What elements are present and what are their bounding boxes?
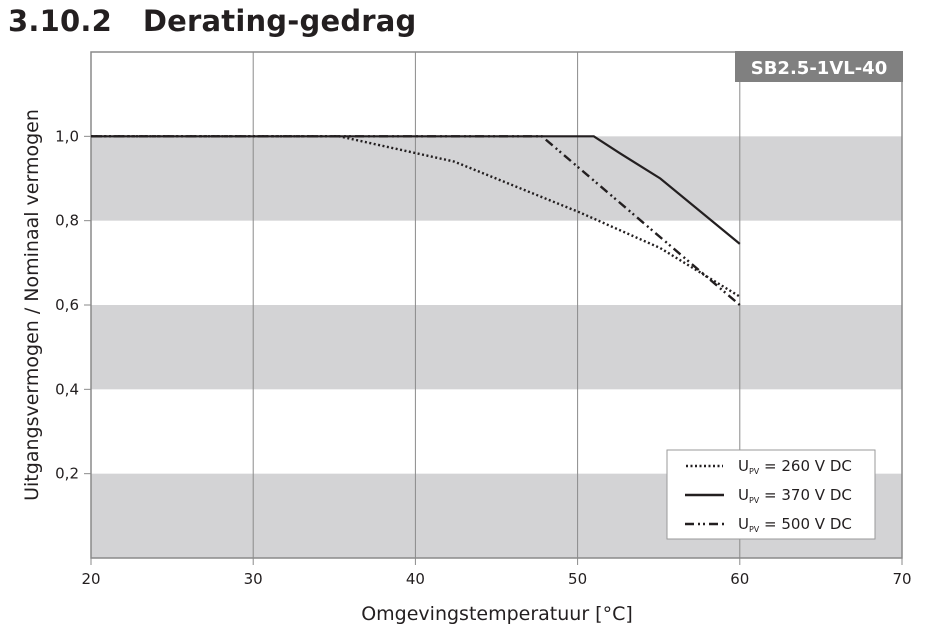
svg-text:UPV = 500 V DC: UPV = 500 V DC (738, 515, 852, 534)
x-tick-label: 50 (568, 570, 587, 588)
grid-band (91, 136, 902, 221)
y-tick-label: 0,2 (55, 465, 79, 483)
series-line-solid (91, 135, 741, 245)
y-tick-label: 0,8 (55, 212, 79, 230)
y-tick-label: 0,4 (55, 380, 79, 398)
series-line-dash-dot-dot (91, 135, 741, 306)
section-number: 3.10.2 (8, 4, 112, 38)
svg-text:UPV = 260 V DC: UPV = 260 V DC (738, 457, 852, 476)
section-heading: Derating-gedrag (142, 4, 417, 38)
model-badge: SB2.5-1VL-40 (735, 51, 903, 82)
x-tick-label: 20 (81, 570, 100, 588)
legend-item-500v: UPV = 500 V DC (685, 515, 852, 534)
x-axis-ticks: 20 30 40 50 60 70 (81, 558, 912, 588)
section-title: 3.10.2 Derating-gedrag (8, 4, 417, 38)
x-tick-label: 30 (244, 570, 263, 588)
series-line-dotted (91, 135, 741, 298)
legend: UPV = 260 V DC UPV = 370 V DC UPV = 500 … (666, 449, 876, 540)
x-tick-label: 60 (730, 570, 749, 588)
series-lines (91, 135, 741, 306)
model-badge-label: SB2.5-1VL-40 (751, 58, 888, 79)
y-axis-label: Uitgangsvermogen / Nominaal vermogen (21, 109, 43, 501)
x-tick-label: 40 (406, 570, 425, 588)
grid-band (91, 305, 902, 390)
y-tick-label: 1,0 (55, 127, 79, 145)
svg-text:UPV = 370 V DC: UPV = 370 V DC (738, 486, 852, 505)
x-axis-label: Omgevingstemperatuur [°C] (361, 603, 633, 625)
legend-item-260v: UPV = 260 V DC (686, 457, 852, 476)
y-axis-ticks: 0,2 0,4 0,6 0,8 1,0 (55, 127, 91, 483)
x-tick-label: 70 (892, 570, 911, 588)
legend-item-370v: UPV = 370 V DC (685, 486, 852, 505)
y-tick-label: 0,6 (55, 296, 79, 314)
